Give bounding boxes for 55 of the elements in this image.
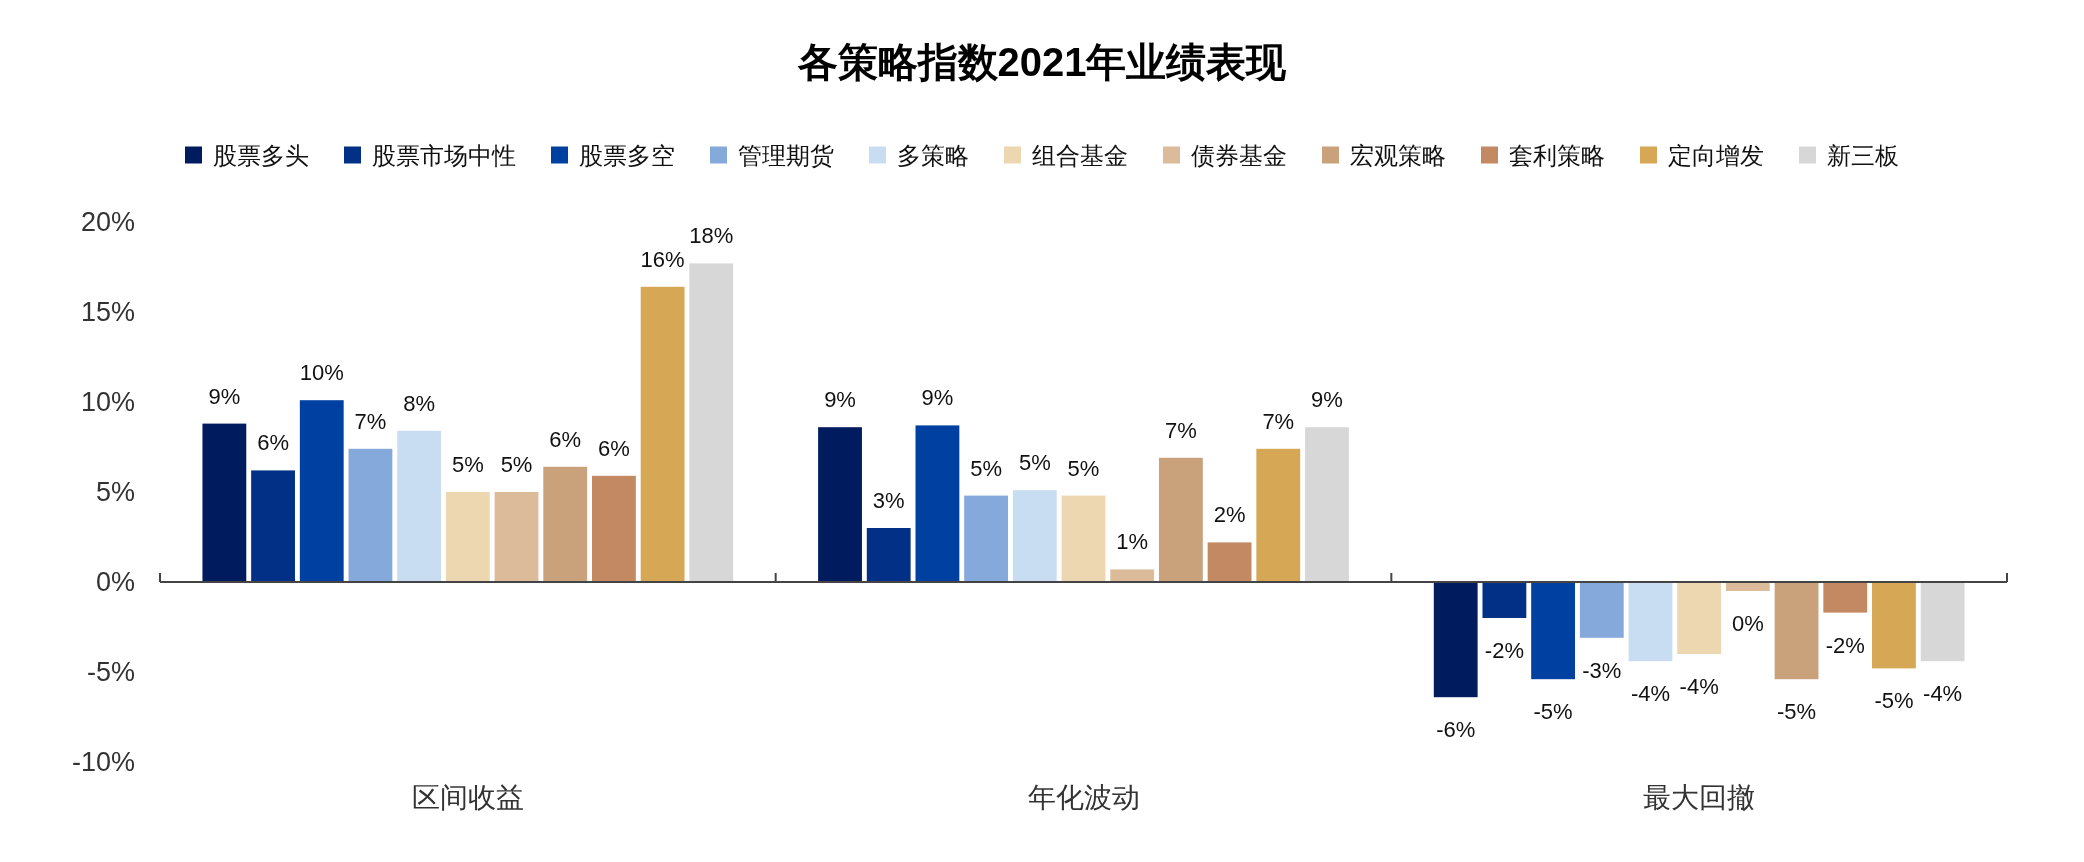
data-label: 3% [872,488,905,513]
y-tick-label: 10% [80,387,135,417]
x-tick-label: 最大回撤 [1643,781,1756,813]
data-label: 5% [1067,455,1100,481]
data-label: 10% [299,360,344,386]
data-label: 0% [1731,611,1764,636]
legend-label: 股票市场中性 [372,141,516,169]
y-tick-label: 0% [95,567,135,597]
data-label: -4% [1679,674,1719,699]
data-label: 9% [824,387,856,413]
data-label: 5% [1018,450,1051,476]
data-label: 9% [1311,387,1343,413]
data-label: 6% [549,426,582,452]
legend-label: 股票多头 [213,141,309,169]
legend-label: 宏观策略 [1350,141,1446,169]
legend-label: 债券基金 [1191,141,1287,169]
data-label: -5% [1777,699,1817,725]
data-label: 5% [970,455,1002,481]
data-label: 6% [598,435,630,461]
data-label: 9% [921,385,954,411]
x-tick-label: 年化波动 [1027,781,1140,813]
data-label: 7% [1165,417,1197,443]
y-tick-label: -10% [71,747,135,777]
y-tick-label: 15% [80,297,135,327]
legend-label: 股票多空 [579,141,675,169]
data-label: 18% [689,223,734,249]
data-label: 5% [500,452,533,477]
data-label: -4% [1923,681,1963,707]
legend-label: 新三板 [1827,141,1899,169]
data-label: 2% [1213,502,1246,528]
data-label: -5% [1874,688,1914,714]
data-label: 1% [1116,529,1149,555]
y-tick-label: 20% [80,207,135,237]
data-label: 6% [257,430,289,456]
y-tick-label: 5% [95,477,135,507]
data-label: -2% [1825,632,1865,658]
legend-label: 套利策略 [1509,141,1605,169]
data-label: 8% [403,390,436,416]
x-tick-label: 区间收益 [411,781,524,813]
data-label: 9% [208,383,241,409]
data-label: -3% [1582,657,1622,683]
data-label: -5% [1533,699,1573,725]
data-label: -2% [1484,638,1524,663]
data-label: 7% [1262,408,1295,434]
legend-label: 组合基金 [1032,141,1128,169]
data-label: 7% [354,408,387,434]
legend-label: 定向增发 [1668,141,1764,169]
data-label: -6% [1436,717,1476,743]
data-label: 5% [451,452,484,477]
legend-label: 管理期货 [738,141,834,169]
data-label: -4% [1630,681,1671,707]
data-label: 16% [640,246,685,272]
y-tick-label: -5% [87,657,135,687]
legend-label: 多策略 [897,141,969,169]
title: 各策略指数2021年业绩表现 [797,40,1287,84]
